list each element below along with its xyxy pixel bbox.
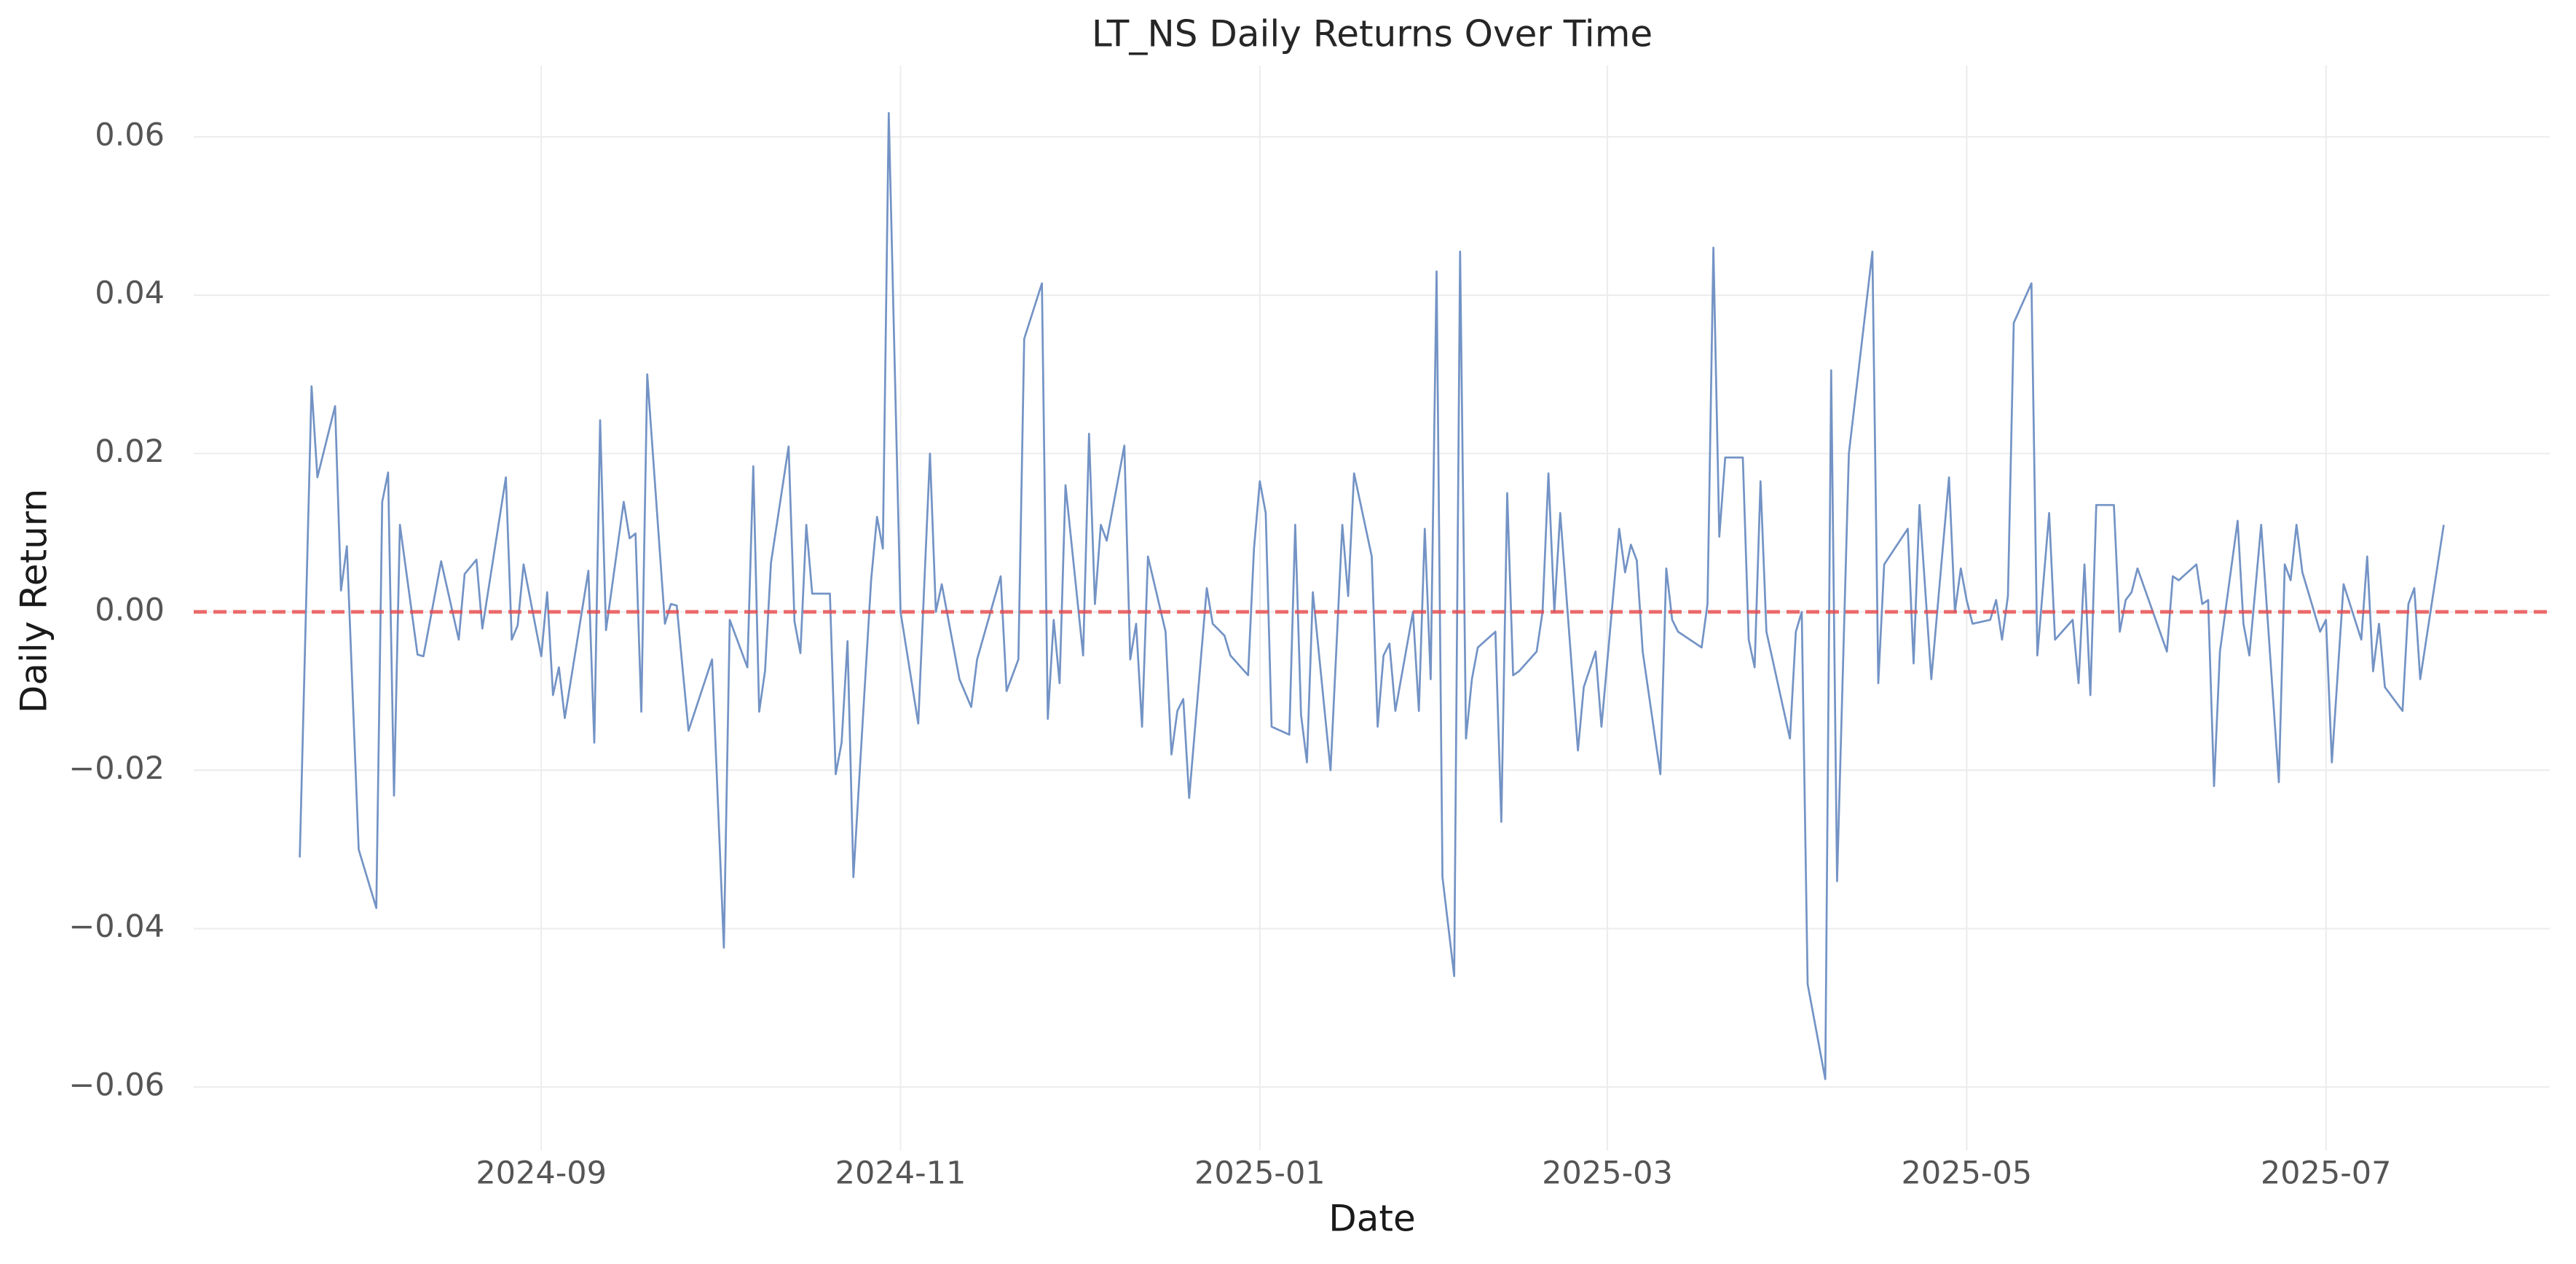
y-tick-label: 0.02 bbox=[95, 433, 165, 470]
data-line bbox=[299, 111, 2445, 1080]
y-tick-label: 0.00 bbox=[95, 592, 165, 628]
y-tick-label: −0.04 bbox=[68, 908, 165, 945]
y-tick-label: −0.02 bbox=[68, 750, 165, 787]
y-tick-label: 0.06 bbox=[95, 117, 165, 153]
x-tick-label: 2025-03 bbox=[1542, 1155, 1673, 1192]
x-axis-label: Date bbox=[1328, 1198, 1416, 1240]
x-tick-label: 2025-01 bbox=[1194, 1155, 1326, 1192]
y-axis-label: Daily Return bbox=[13, 489, 55, 713]
x-tick-label: 2025-07 bbox=[2261, 1155, 2392, 1192]
x-tick-label: 2024-09 bbox=[476, 1155, 607, 1192]
chart-title: LT_NS Daily Returns Over Time bbox=[1092, 13, 1653, 55]
x-tick-label: 2025-05 bbox=[1902, 1155, 2033, 1192]
y-tick-label: −0.06 bbox=[68, 1067, 165, 1104]
x-tick-label: 2024-11 bbox=[835, 1155, 966, 1192]
y-tick-label: 0.04 bbox=[95, 275, 165, 312]
